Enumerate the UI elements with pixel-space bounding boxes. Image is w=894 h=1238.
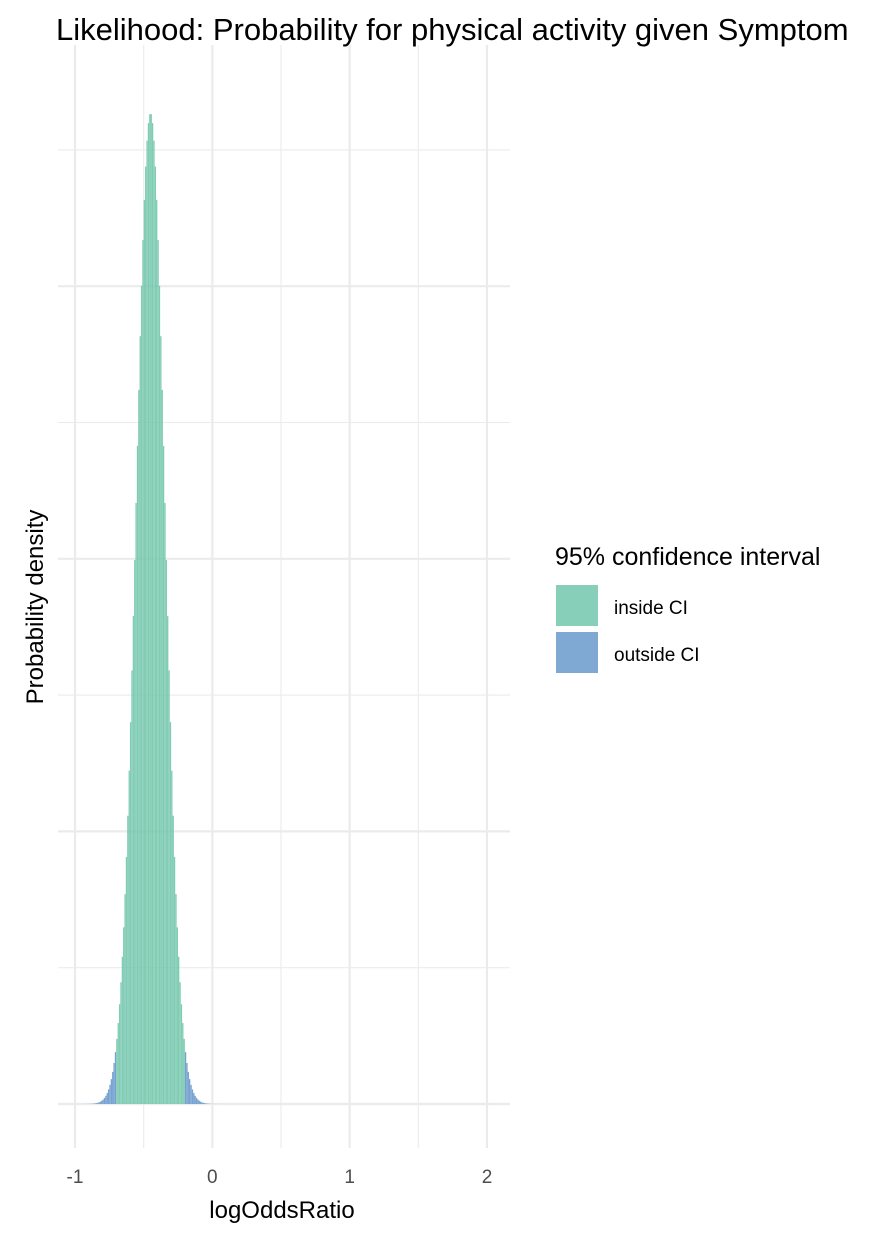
legend-label-outside: outside CI (614, 645, 700, 666)
y-axis-label: Probability density (22, 510, 49, 705)
density-bar-inside-ci (124, 893, 127, 1105)
density-bar-outside-ci (109, 1084, 111, 1105)
x-axis-label: logOddsRatio (209, 1197, 354, 1224)
chart-title: Likelihood: Probability for physical act… (56, 12, 849, 47)
legend-key-inside (556, 585, 598, 626)
x-tick-label: -1 (67, 1167, 84, 1188)
x-tick-label: 0 (207, 1167, 218, 1188)
legend: 95% confidence interval inside CI outsid… (555, 543, 820, 673)
x-tick-label: 1 (344, 1167, 355, 1188)
x-axis-ticks: -1 0 1 2 (67, 1167, 493, 1188)
density-bar-outside-ci (100, 1100, 103, 1105)
density-bar-inside-ci (115, 1038, 118, 1105)
density-bar-outside-ci (93, 1103, 96, 1105)
legend-title: 95% confidence interval (555, 543, 820, 571)
x-tick-label: 2 (482, 1167, 493, 1188)
legend-key-outside (556, 632, 598, 673)
density-area (77, 113, 230, 1105)
legend-label-inside: inside CI (614, 598, 688, 619)
